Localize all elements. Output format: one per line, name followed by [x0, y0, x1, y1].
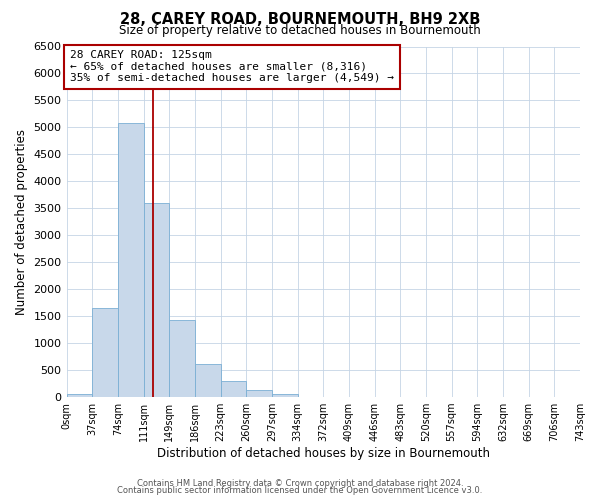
X-axis label: Distribution of detached houses by size in Bournemouth: Distribution of detached houses by size …: [157, 447, 490, 460]
Bar: [195, 364, 221, 397]
Bar: [272, 394, 298, 397]
Bar: [92, 308, 118, 397]
Text: 28 CAREY ROAD: 125sqm
← 65% of detached houses are smaller (8,316)
35% of semi-d: 28 CAREY ROAD: 125sqm ← 65% of detached …: [70, 50, 394, 84]
Bar: [221, 381, 246, 397]
Bar: [67, 394, 92, 397]
Y-axis label: Number of detached properties: Number of detached properties: [15, 129, 28, 315]
Bar: [118, 123, 143, 397]
Text: Size of property relative to detached houses in Bournemouth: Size of property relative to detached ho…: [119, 24, 481, 37]
Bar: [246, 390, 272, 397]
Text: Contains public sector information licensed under the Open Government Licence v3: Contains public sector information licen…: [118, 486, 482, 495]
Text: Contains HM Land Registry data © Crown copyright and database right 2024.: Contains HM Land Registry data © Crown c…: [137, 478, 463, 488]
Bar: [169, 320, 195, 397]
Bar: [143, 204, 169, 397]
Text: 28, CAREY ROAD, BOURNEMOUTH, BH9 2XB: 28, CAREY ROAD, BOURNEMOUTH, BH9 2XB: [120, 12, 480, 28]
